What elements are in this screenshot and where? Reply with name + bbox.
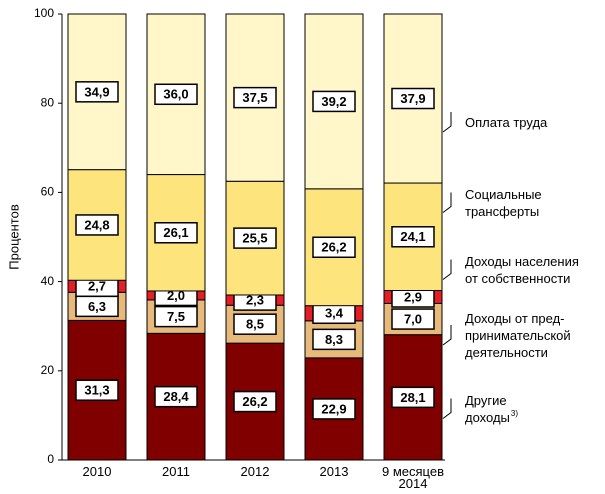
value-label: 2,9 [404,289,422,304]
value-label: 26,2 [321,240,346,255]
value-label: 24,1 [400,229,425,244]
legend-connector [442,325,452,346]
value-label-box [75,81,119,103]
y-tick-label: 80 [41,95,55,109]
value-label: 2,3 [246,293,264,308]
value-label-box [233,86,277,109]
value-label-box [233,390,277,413]
y-tick-label: 40 [41,274,55,288]
value-label-box [154,305,198,328]
value-label: 6,3 [88,299,106,314]
y-axis-label: Процентов [6,204,21,270]
value-label: 28,1 [400,390,425,405]
legend-label: Доходы от пред-принимательской деятельнос… [465,311,571,360]
value-label: 22,9 [321,401,346,416]
value-label: 24,8 [84,217,109,232]
value-label: 26,2 [242,394,267,409]
value-label: 37,5 [242,90,267,105]
value-label-box [391,226,435,248]
x-tick-label: 9 месяцев 2014 [382,464,444,491]
value-label: 31,3 [84,383,109,398]
value-label-box [312,328,356,351]
y-tick-label: 100 [34,6,54,20]
legend-label: Доходы населения от собственности [465,254,579,286]
value-label-box [391,87,435,110]
value-label-box [154,83,198,106]
y-tick-label: 0 [47,452,54,466]
legend-connector [442,112,452,133]
value-label: 37,9 [400,91,425,106]
x-tick-label: 2013 [320,464,349,479]
value-label: 7,5 [167,309,185,324]
value-label-box [391,308,435,330]
value-label: 39,2 [321,94,346,109]
value-label: 2,7 [88,279,106,294]
value-label: 34,9 [84,84,109,99]
legend-footnote: 3) [511,409,518,418]
x-tick-label: 2011 [162,464,190,479]
legend-label: Социальные трансферты [465,187,542,219]
legend-connector [442,398,452,419]
value-label: 2,0 [167,288,185,303]
value-label: 25,5 [242,231,267,246]
y-tick-label: 60 [41,185,55,199]
legend-connector [442,259,452,280]
value-label-box [391,386,435,409]
value-label: 28,4 [163,389,189,404]
value-label: 8,5 [246,317,264,332]
legend-connector [442,192,452,213]
value-label-box [233,313,277,335]
value-label-box [312,90,356,113]
value-label-box [312,398,356,420]
value-label-box [154,222,198,244]
value-label: 8,3 [325,332,343,347]
value-label-box [233,227,277,249]
legend-label: Другие доходы [465,393,510,425]
value-label: 36,0 [163,87,188,102]
value-label: 26,1 [163,225,188,240]
y-tick-label: 20 [41,363,55,377]
value-label: 3,4 [325,306,344,321]
x-tick-label: 2010 [83,464,112,479]
value-label: 7,0 [404,312,422,327]
x-tick-label: 2012 [241,464,270,479]
legend-label: Оплата труда [465,115,548,130]
value-label-box [312,236,356,259]
value-label-box [75,214,119,236]
value-label-box [154,385,198,408]
value-label-box [75,379,119,401]
